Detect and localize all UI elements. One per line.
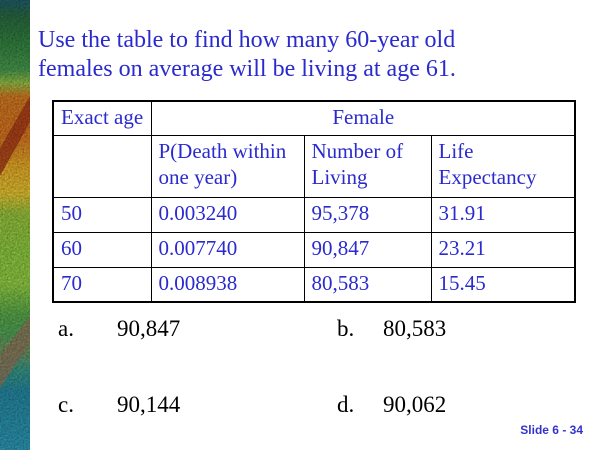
- slide-title-line2: females on average will be living at age…: [38, 56, 456, 82]
- subheader-p-death: P(Death within one year): [150, 134, 305, 198]
- slide-title-line1: Use the table to find how many 60-year o…: [38, 27, 456, 53]
- subheader-number-living: Number of Living: [303, 134, 432, 198]
- cell-number-living: 95,378: [303, 196, 432, 233]
- cell-age: 50: [52, 196, 152, 233]
- subheader-life-expectancy: Life Expectancy: [430, 134, 576, 198]
- cell-age: 60: [52, 231, 152, 268]
- option-a: a. 90,847: [58, 316, 180, 342]
- slide-title: Use the table to find how many 60-year o…: [38, 26, 558, 84]
- table-row-age-70: 70 0.008938 80,583 15.45: [52, 266, 576, 303]
- option-c-value: 90,144: [117, 392, 181, 417]
- header-exact-age: Exact age: [52, 100, 152, 136]
- subheader-empty-cell: [52, 134, 152, 198]
- option-b-label: b.: [337, 316, 355, 341]
- cell-p-death: 0.003240: [150, 196, 305, 233]
- option-d-value: 90,062: [383, 392, 447, 417]
- slide-number: Slide 6 - 34: [520, 423, 583, 437]
- option-c: c. 90,144: [58, 392, 180, 418]
- life-expectancy-table: Exact age Female P(Death within one year…: [52, 100, 576, 303]
- option-a-label: a.: [58, 316, 74, 341]
- strip-texture-graphic: [0, 0, 30, 450]
- option-b: b. 80,583: [337, 316, 446, 342]
- table-row-age-60: 60 0.007740 90,847 23.21: [52, 231, 576, 268]
- table-subheader-row: P(Death within one year) Number of Livin…: [52, 134, 576, 198]
- table-row-age-50: 50 0.003240 95,378 31.91: [52, 196, 576, 233]
- cell-life-expectancy: 31.91: [430, 196, 576, 233]
- option-d-label: d.: [337, 392, 355, 417]
- cell-age: 70: [52, 266, 152, 303]
- header-female: Female: [150, 100, 576, 136]
- option-b-value: 80,583: [383, 316, 447, 341]
- option-a-value: 90,847: [117, 316, 181, 341]
- cell-number-living: 90,847: [303, 231, 432, 268]
- cell-p-death: 0.007740: [150, 231, 305, 268]
- option-d: d. 90,062: [337, 392, 446, 418]
- option-c-label: c.: [58, 392, 74, 417]
- cell-p-death: 0.008938: [150, 266, 305, 303]
- table-header-row: Exact age Female: [52, 100, 576, 136]
- decorative-strip: [0, 0, 30, 450]
- cell-life-expectancy: 15.45: [430, 266, 576, 303]
- cell-life-expectancy: 23.21: [430, 231, 576, 268]
- cell-number-living: 80,583: [303, 266, 432, 303]
